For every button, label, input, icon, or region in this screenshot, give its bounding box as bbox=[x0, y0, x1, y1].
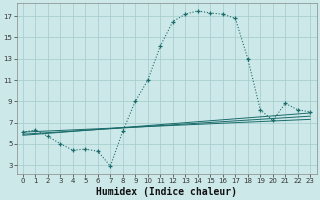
X-axis label: Humidex (Indice chaleur): Humidex (Indice chaleur) bbox=[96, 186, 237, 197]
